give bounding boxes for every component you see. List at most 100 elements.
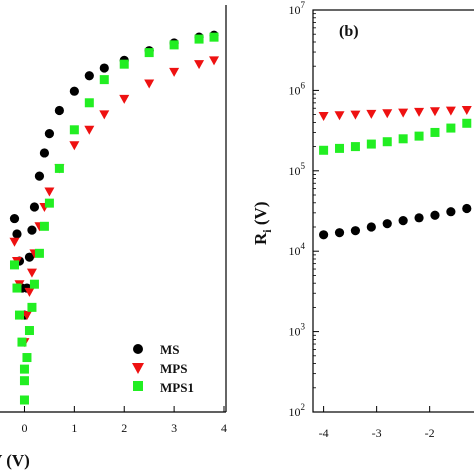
legend-label-ms: MS: [160, 342, 180, 357]
data-point: [382, 109, 393, 119]
series-ms: [319, 203, 472, 240]
data-point: [19, 395, 29, 405]
data-point: [334, 111, 345, 121]
data-point: [119, 59, 129, 69]
data-point: [84, 71, 94, 81]
data-point: [19, 364, 29, 374]
data-point: [209, 32, 219, 42]
data-point: [446, 123, 456, 133]
data-point: [34, 171, 45, 181]
panel-b-ticks: -4-3-2-1102103104105106107: [289, 0, 435, 440]
panel-b: -4-3-2-1102103104105106107 (b) Ri (V): [251, 0, 474, 440]
y-tick-label: 105: [289, 161, 306, 178]
data-point: [382, 137, 392, 147]
data-point: [27, 225, 37, 235]
data-point: [194, 60, 205, 70]
x-tick-label: 4: [221, 421, 227, 435]
data-point: [445, 106, 456, 116]
data-point: [398, 216, 408, 226]
x-tick-label: 1: [71, 421, 77, 435]
panel-b-y-axis-label: Ri (V): [251, 202, 274, 245]
data-point: [34, 248, 44, 258]
x-tick-label: -3: [372, 426, 382, 440]
panel-a-data-marks: [9, 30, 220, 405]
series-mps: [9, 56, 220, 348]
data-point: [24, 287, 35, 297]
data-point: [209, 56, 220, 66]
legend-mps-marker: [132, 363, 144, 374]
data-point: [9, 237, 20, 247]
data-point: [398, 134, 408, 144]
data-point: [12, 229, 22, 239]
data-point: [17, 337, 27, 347]
data-point: [84, 98, 94, 108]
data-point: [69, 86, 79, 96]
data-point: [27, 302, 37, 312]
legend-label-mps: MPS: [160, 361, 187, 376]
legend: MS MPS MPS1: [132, 342, 194, 395]
data-point: [99, 110, 110, 120]
data-point: [194, 34, 204, 44]
data-point: [44, 129, 55, 139]
panel-a-x-axis-label: V (V): [0, 451, 30, 470]
data-point: [446, 207, 456, 217]
y-tick-label: 107: [289, 0, 306, 17]
data-point: [44, 187, 55, 197]
series-mps1: [319, 118, 472, 155]
data-point: [366, 139, 376, 149]
data-point: [9, 213, 20, 224]
data-point: [414, 213, 424, 223]
data-point: [462, 118, 472, 128]
data-point: [39, 148, 50, 158]
y-tick-label: 102: [289, 402, 306, 419]
panel-b-label: (b): [339, 23, 359, 40]
panel-b-frame: [312, 9, 474, 413]
panel-a: 0 1 2 3 4 V (V) MS MPS MPS1: [0, 5, 227, 470]
x-tick-label: 2: [121, 421, 127, 435]
data-point: [335, 143, 345, 153]
data-point: [69, 141, 80, 151]
panel-b-data-marks: [318, 106, 472, 240]
data-point: [22, 353, 32, 363]
data-point: [12, 283, 22, 293]
legend-ms-marker: [133, 344, 143, 354]
data-point: [366, 222, 376, 232]
x-tick-label: -4: [319, 426, 329, 440]
data-point: [414, 131, 424, 141]
x-tick-label: -2: [425, 426, 435, 440]
data-point: [334, 228, 345, 238]
y-tick-label: 103: [289, 322, 306, 339]
legend-label-mps1: MPS1: [160, 380, 194, 395]
data-point: [24, 252, 35, 262]
data-point: [26, 268, 37, 278]
data-point: [69, 125, 79, 135]
data-point: [462, 203, 472, 214]
data-point: [21, 311, 32, 321]
y-tick-label: 106: [289, 80, 306, 97]
data-point: [169, 40, 179, 50]
series-ms: [9, 30, 219, 320]
data-point: [19, 376, 29, 386]
data-point: [350, 226, 361, 236]
y-tick-label: 104: [289, 241, 306, 258]
data-point: [350, 110, 361, 120]
series-mps1: [9, 32, 219, 405]
data-point: [429, 107, 440, 117]
data-point: [430, 127, 440, 137]
data-point: [169, 67, 180, 77]
data-point: [414, 107, 425, 117]
data-point: [54, 105, 64, 116]
data-point: [29, 279, 39, 289]
data-point: [366, 109, 377, 119]
legend-mps1-marker: [133, 381, 143, 391]
data-point: [319, 230, 329, 240]
x-tick-label: 0: [21, 421, 27, 435]
data-point: [9, 260, 19, 270]
data-point: [84, 125, 95, 135]
series-mps: [318, 106, 472, 122]
data-point: [99, 75, 109, 85]
ylabel-unit: (V): [251, 202, 270, 230]
data-point: [350, 142, 360, 152]
data-point: [430, 210, 440, 220]
